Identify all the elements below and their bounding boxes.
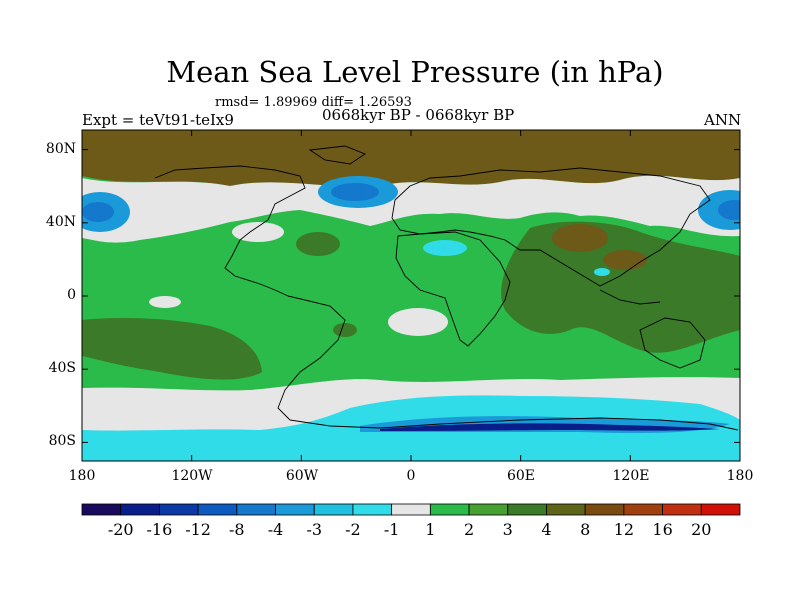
coastline-south-america — [277, 295, 346, 421]
period-text: 0668kyr BP - 0668kyr BP — [322, 106, 515, 124]
field-pacific-low-west-core — [82, 202, 114, 222]
colorbar-label: 12 — [613, 520, 635, 539]
colorbar-swatch — [81, 503, 122, 516]
colorbar-label: -12 — [185, 520, 211, 539]
colorbar-label: 8 — [580, 520, 591, 539]
colorbar-swatch — [507, 503, 547, 516]
field-north-america-neutral — [232, 222, 284, 242]
colorbar-swatch — [623, 503, 663, 516]
lat-label-40s: 40S — [48, 360, 76, 376]
colorbar-swatch — [468, 503, 509, 516]
field-pacific-low-east-core — [718, 200, 740, 220]
colorbar-swatch — [391, 503, 431, 516]
colorbar-swatch — [546, 503, 586, 516]
coastline-antarctica — [289, 417, 739, 431]
colorbar-label: -20 — [107, 520, 134, 539]
stats-text: rmsd= 1.89969 diff= 1.26593 — [215, 95, 412, 110]
colorbar-swatch — [429, 503, 470, 516]
field-icelandic-low-core — [331, 183, 379, 201]
field-south-atlantic-patch — [333, 323, 357, 337]
field-south-atlantic-neutral — [388, 308, 448, 336]
colorbar-label: 4 — [541, 520, 552, 539]
field-south-pacific-high — [82, 318, 262, 380]
experiment-label: Expt = teVt91-teIx9 — [82, 111, 234, 129]
lon-label-60e: 60E — [506, 468, 536, 484]
colorbar-label: -16 — [146, 520, 173, 539]
colorbar-swatch — [352, 503, 393, 516]
coastline-australia — [639, 317, 706, 369]
colorbar-label: -1 — [383, 520, 400, 539]
coastlines — [154, 145, 739, 431]
lat-label-40n: 40N — [45, 214, 76, 230]
colorbar-swatch — [275, 503, 315, 516]
colorbar-swatch — [236, 503, 276, 516]
colorbar-swatch — [700, 503, 741, 516]
colorbar-label: -4 — [267, 520, 284, 539]
lon-label-0: 0 — [406, 468, 416, 484]
coastline-indonesia — [599, 289, 661, 305]
lat-label-80s: 80S — [48, 433, 76, 449]
colorbar — [81, 503, 741, 516]
lon-label-60w: 60W — [285, 468, 319, 484]
field-midlat-neutral-north — [82, 175, 740, 243]
colorbar-swatch — [584, 503, 625, 516]
field-tibet-high — [552, 224, 608, 252]
field-azores-high — [296, 232, 340, 256]
field-sahara-low — [423, 240, 467, 256]
lat-label-80n: 80N — [45, 141, 76, 157]
colorbar-label: 3 — [502, 520, 513, 539]
axis-ticks — [81, 130, 741, 461]
field-equatorial-pacific-neutral — [149, 296, 181, 308]
colorbar-label: 16 — [652, 520, 673, 539]
coastline-africa — [395, 231, 511, 347]
field-indian-ocean-high — [501, 221, 740, 353]
field-china-high — [603, 250, 647, 270]
field-india-low — [594, 268, 610, 276]
colorbar-label: 1 — [425, 520, 436, 539]
colorbar-swatch — [159, 503, 199, 516]
lon-label-180w: 180 — [68, 468, 96, 484]
colorbar-label: -2 — [345, 520, 361, 539]
lon-label-120e: 120E — [612, 468, 650, 484]
colorbar-swatch — [120, 503, 160, 516]
colorbar-swatch — [662, 503, 702, 516]
coastline-north-america — [154, 165, 306, 297]
map-title: Mean Sea Level Pressure (in hPa) — [166, 55, 664, 89]
lon-label-120w: 120W — [171, 468, 213, 484]
colorbar-label: -3 — [306, 520, 323, 539]
pressure-field — [82, 130, 740, 461]
coastline-greenland — [308, 145, 366, 165]
colorbar-label: 20 — [691, 520, 712, 539]
colorbar-swatch — [313, 503, 354, 516]
colorbar-label: 2 — [463, 520, 475, 539]
colorbar-swatch — [197, 503, 238, 516]
lat-label-0: 0 — [67, 287, 76, 303]
season-label: ANN — [704, 111, 742, 129]
coastline-eurasia — [391, 167, 711, 287]
field-arctic-high — [82, 130, 740, 187]
lon-label-180e: 180 — [726, 468, 754, 484]
field-antarctic-low-core — [380, 423, 720, 431]
colorbar-label: -8 — [229, 520, 245, 539]
